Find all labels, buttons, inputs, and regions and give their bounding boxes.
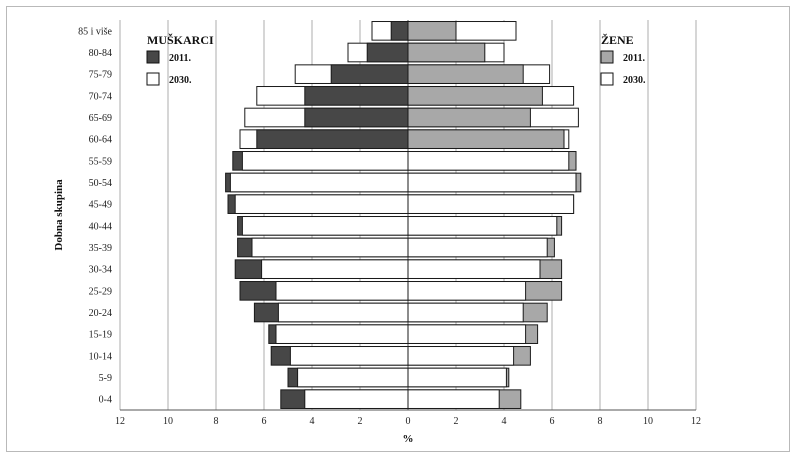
x-tick-label: 2 [454, 416, 459, 427]
category-label: 80-84 [89, 48, 112, 59]
bar-male-2030 [234, 194, 409, 214]
bar-male-2030 [277, 302, 409, 323]
bar-female-2011 [407, 64, 524, 84]
category-label: 50-54 [89, 178, 112, 189]
category-label: 55-59 [89, 156, 112, 167]
bar-female-2030 [407, 389, 500, 409]
x-tick-label: 6 [262, 416, 267, 427]
x-tick-label: 4 [310, 416, 315, 427]
bar-male-2030 [261, 259, 409, 279]
legend-swatch-male-2011 [146, 50, 160, 64]
x-tick-label: 10 [643, 416, 653, 427]
bar-male-2030 [275, 324, 409, 344]
bar-male-2030 [241, 216, 409, 236]
legend-swatch-male-2030 [146, 72, 160, 86]
legend-label-male: 2011. [169, 53, 191, 64]
bar-male-2011 [304, 107, 409, 128]
x-tick-label: 0 [406, 416, 411, 427]
category-label: 65-69 [89, 113, 112, 124]
bar-male-2011 [390, 21, 409, 41]
bar-female-2030 [407, 216, 558, 236]
bar-male-2030 [241, 151, 409, 171]
bar-female-2030 [407, 367, 507, 388]
category-label: 0-4 [99, 395, 112, 406]
y-axis-title: Dobna skupina [53, 179, 65, 251]
bar-male-2030 [297, 367, 409, 388]
legend-swatch-female-2011 [600, 50, 614, 64]
category-label: 40-44 [89, 221, 112, 232]
bar-female-2011 [407, 129, 565, 149]
legend-title-male: MUŠKARCI [147, 33, 214, 47]
category-label: 85 i više [78, 26, 112, 37]
bar-female-2030 [407, 237, 548, 258]
x-tick-label: 10 [163, 416, 173, 427]
bar-female-2011 [407, 86, 543, 106]
bar-female-2030 [407, 259, 541, 279]
bar-female-2011 [407, 107, 531, 128]
x-tick-label: 2 [358, 416, 363, 427]
category-label: 30-34 [89, 265, 112, 276]
category-label: 20-24 [89, 308, 112, 319]
bar-female-2030 [407, 172, 577, 193]
category-label: 35-39 [89, 243, 112, 254]
bar-female-2030 [407, 151, 570, 171]
category-label: 45-49 [89, 200, 112, 211]
legend-title-female: ŽENE [601, 33, 634, 47]
bar-male-2011 [304, 86, 409, 106]
bar-female-2030 [407, 346, 515, 366]
x-axis-title: % [403, 433, 414, 445]
bar-male-2030 [229, 172, 409, 193]
bar-male-2030 [289, 346, 409, 366]
bar-male-2011 [330, 64, 409, 84]
bar-male-2011 [366, 42, 409, 63]
category-label: 75-79 [89, 70, 112, 81]
category-label: 60-64 [89, 135, 112, 146]
category-label: 25-29 [89, 286, 112, 297]
category-label: 70-74 [89, 91, 112, 102]
bar-female-2030 [407, 281, 527, 301]
bar-male-2030 [251, 237, 409, 258]
bar-female-2030 [407, 194, 575, 214]
x-tick-label: 6 [550, 416, 555, 427]
bar-female-2030 [407, 302, 524, 323]
legend-label-female: 2011. [623, 53, 645, 64]
bar-female-2011 [407, 21, 457, 41]
bar-female-2011 [407, 42, 486, 63]
bar-male-2011 [256, 129, 409, 149]
x-tick-label: 8 [214, 416, 219, 427]
x-tick-label: 12 [115, 416, 125, 427]
x-tick-label: 8 [598, 416, 603, 427]
bar-male-2030 [275, 281, 409, 301]
bar-female-2030 [407, 324, 527, 344]
x-tick-label: 12 [691, 416, 701, 427]
bar-male-2030 [304, 389, 409, 409]
x-tick-label: 4 [502, 416, 507, 427]
category-label: 5-9 [99, 373, 112, 384]
legend-swatch-female-2030 [600, 72, 614, 86]
category-label: 15-19 [89, 330, 112, 341]
category-label: 10-14 [89, 351, 112, 362]
legend-label-female: 2030. [623, 75, 646, 86]
legend-label-male: 2030. [169, 75, 192, 86]
